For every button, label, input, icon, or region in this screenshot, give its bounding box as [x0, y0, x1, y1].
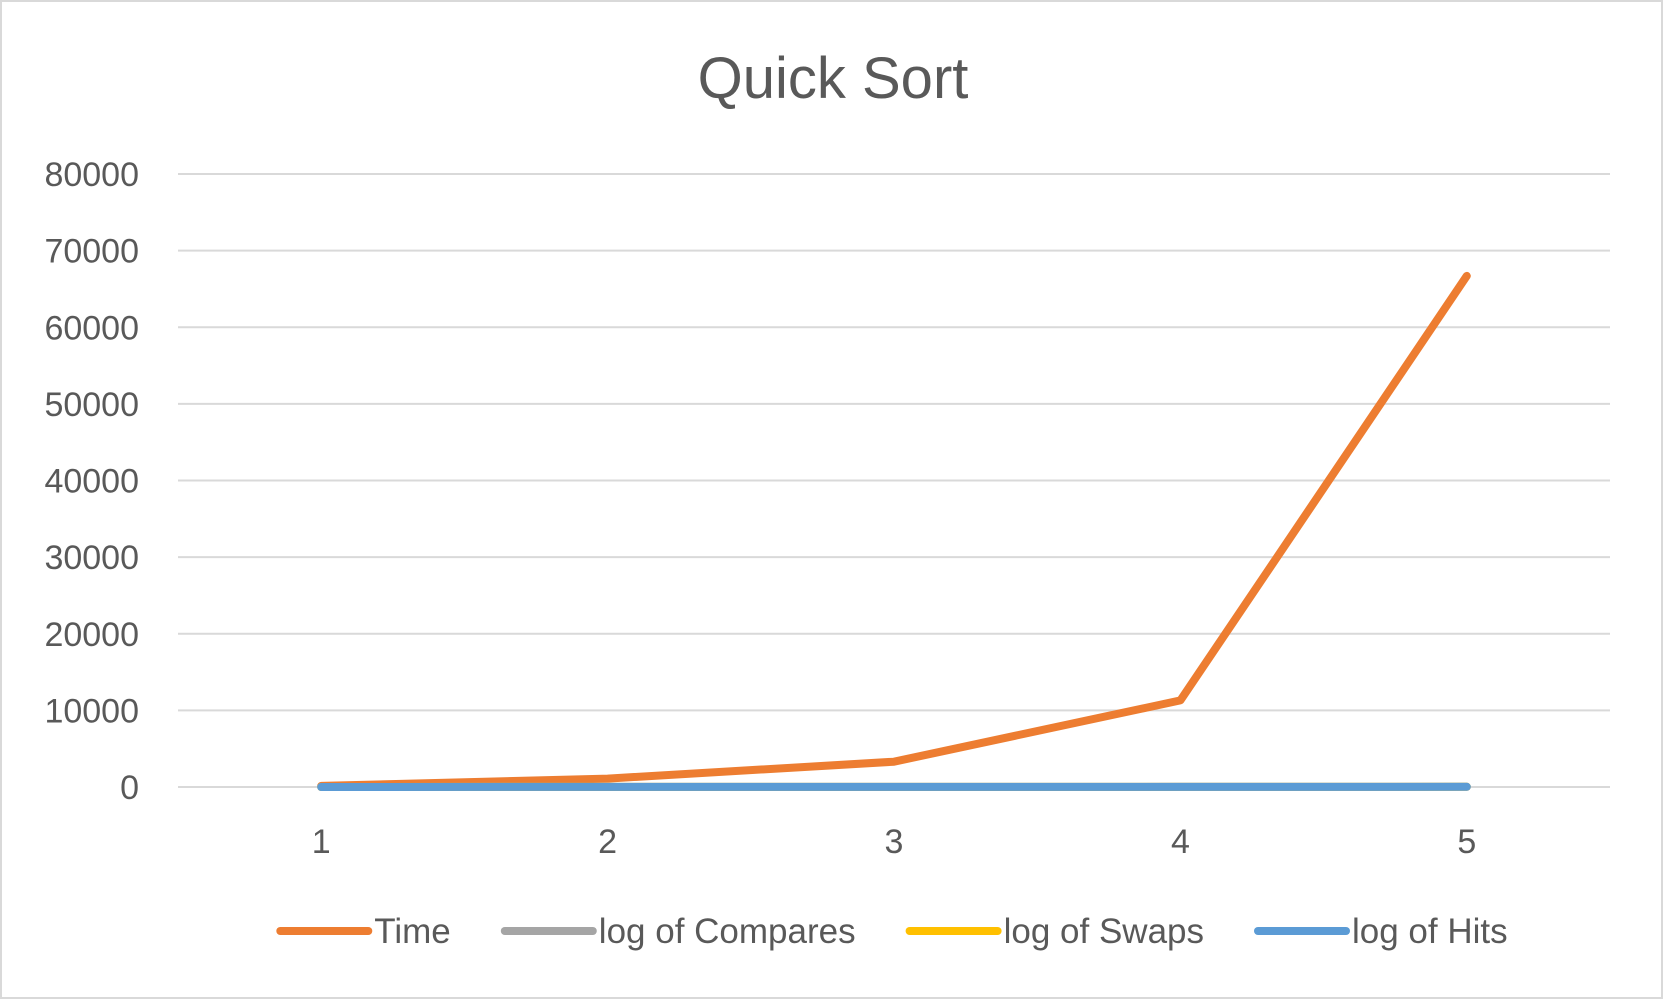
legend: Time log of Compares log of Swaps log of Hi… — [280, 912, 1507, 951]
chart-title: Quick Sort — [698, 46, 969, 111]
legend-label: Time — [374, 912, 450, 951]
x-tick-label: 5 — [1457, 823, 1476, 861]
x-tick-label: 4 — [1171, 823, 1190, 861]
y-tick-label: 0 — [120, 769, 139, 807]
y-tick-label: 80000 — [44, 156, 139, 194]
x-axis-ticks: 1 2 3 4 5 — [312, 823, 1477, 861]
legend-item: log of Hits — [1258, 912, 1508, 951]
legend-label: log of Swaps — [1004, 912, 1204, 951]
legend-item: log of Swaps — [910, 912, 1204, 951]
y-tick-label: 70000 — [44, 233, 139, 271]
y-tick-label: 40000 — [44, 463, 139, 501]
x-tick-label: 1 — [312, 823, 331, 861]
y-tick-label: 60000 — [44, 309, 139, 347]
legend-item: Time — [280, 912, 450, 951]
y-tick-label: 20000 — [44, 616, 139, 654]
legend-label: log of Hits — [1352, 912, 1508, 951]
x-tick-label: 2 — [598, 823, 617, 861]
x-tick-label: 3 — [885, 823, 904, 861]
legend-item: log of Compares — [505, 912, 856, 951]
gridlines — [178, 174, 1610, 787]
y-tick-label: 50000 — [44, 386, 139, 424]
y-axis-ticks: 0 10000 20000 30000 40000 50000 60000 70000 8000… — [44, 156, 139, 807]
y-tick-label: 10000 — [44, 692, 139, 730]
legend-label: log of Compares — [599, 912, 856, 951]
y-tick-label: 30000 — [44, 539, 139, 577]
